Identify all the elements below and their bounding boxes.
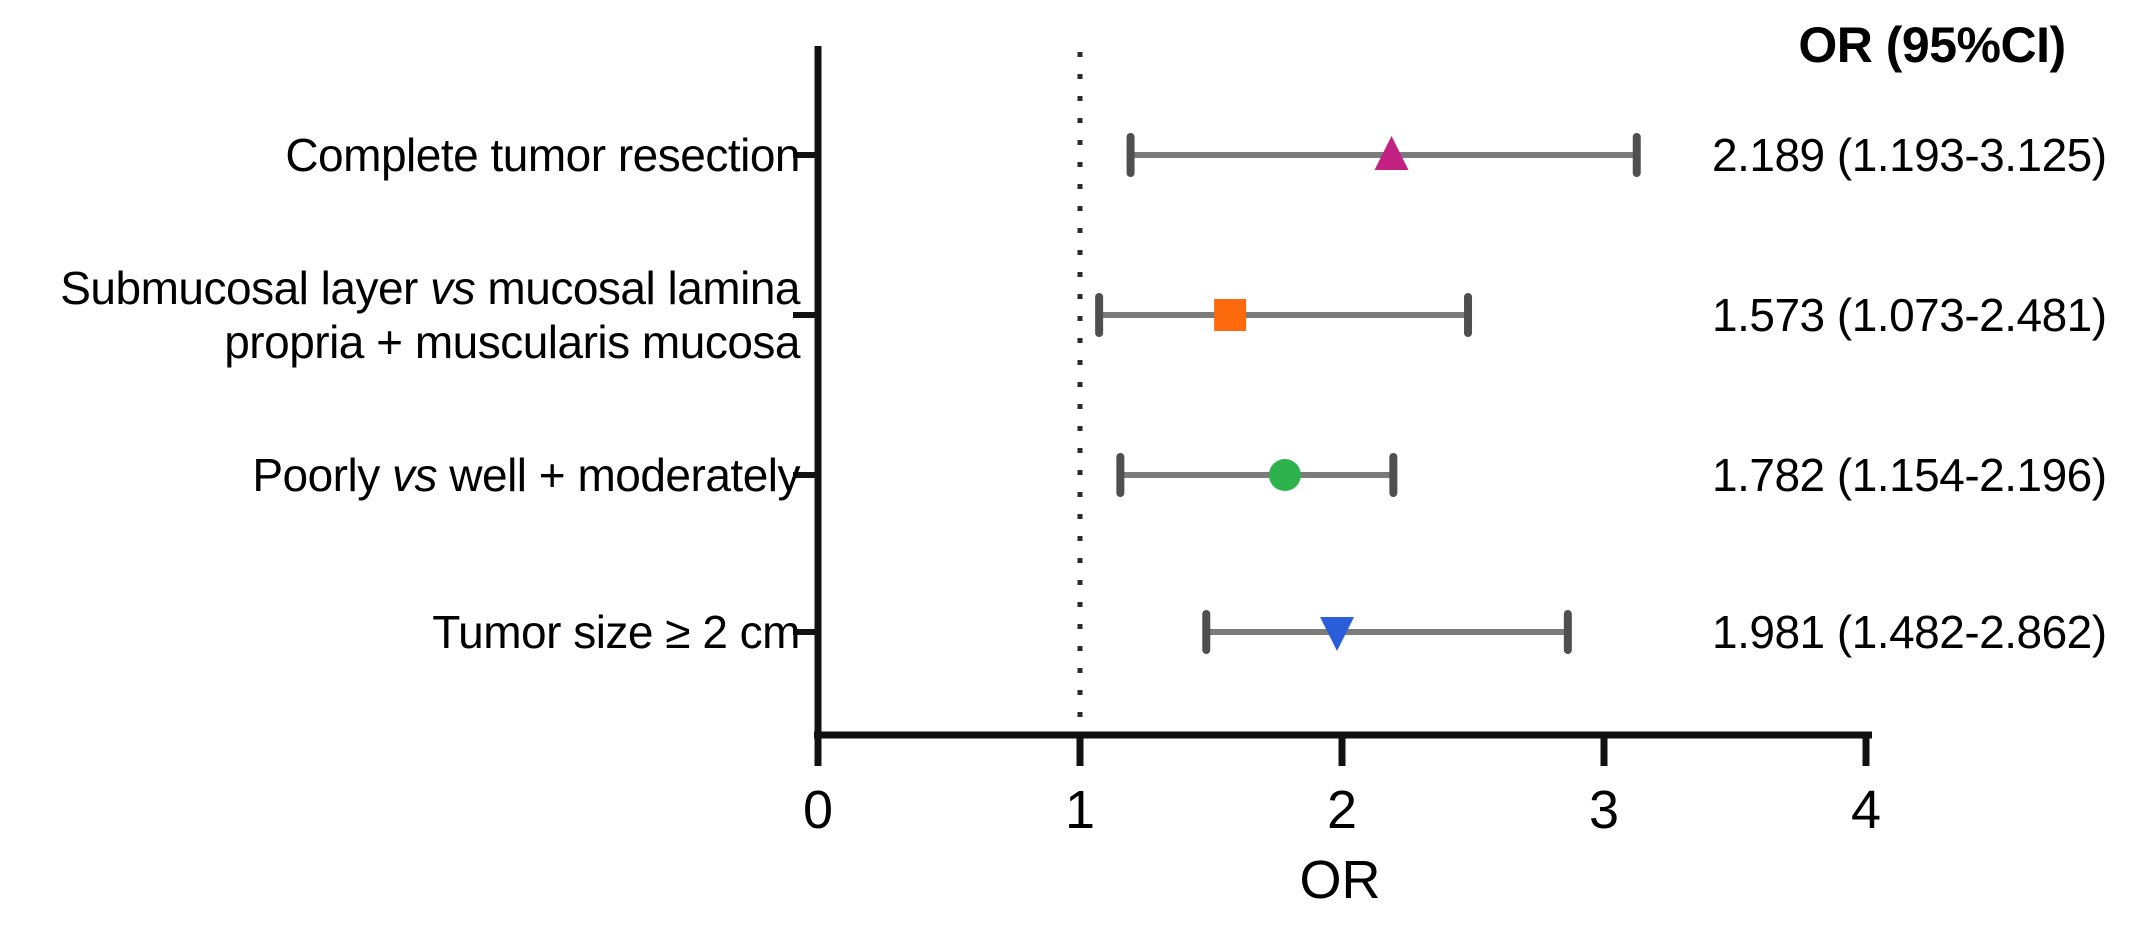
x-tick-label: 2	[1326, 780, 1358, 840]
or-ci-value: 1.981 (1.482-2.862)	[1712, 606, 2107, 658]
or-ci-value: 1.573 (1.073-2.481)	[1712, 289, 2107, 341]
row-label: Poorly vs well + moderately	[252, 449, 800, 501]
x-tick-label: 4	[1850, 780, 1882, 840]
marker-triangle-down	[1320, 617, 1355, 651]
x-axis-title: OR	[1299, 850, 1381, 910]
x-tick-label: 1	[1064, 780, 1096, 840]
row-label: Submucosal layer vs mucosal lamina propri…	[60, 262, 800, 368]
marker-triangle-up	[1374, 136, 1409, 170]
row-label: Tumor size ≥ 2 cm	[432, 606, 800, 658]
or-ci-column-header: OR (95%CI)	[1798, 17, 2066, 73]
x-tick-label: 3	[1588, 780, 1620, 840]
or-ci-value: 2.189 (1.193-3.125)	[1712, 129, 2107, 181]
x-tick-label: 0	[802, 780, 834, 840]
row-label: Complete tumor resection	[285, 129, 800, 181]
marker-square	[1214, 299, 1247, 331]
or-ci-value: 1.782 (1.154-2.196)	[1712, 449, 2107, 501]
marker-circle	[1268, 459, 1301, 491]
